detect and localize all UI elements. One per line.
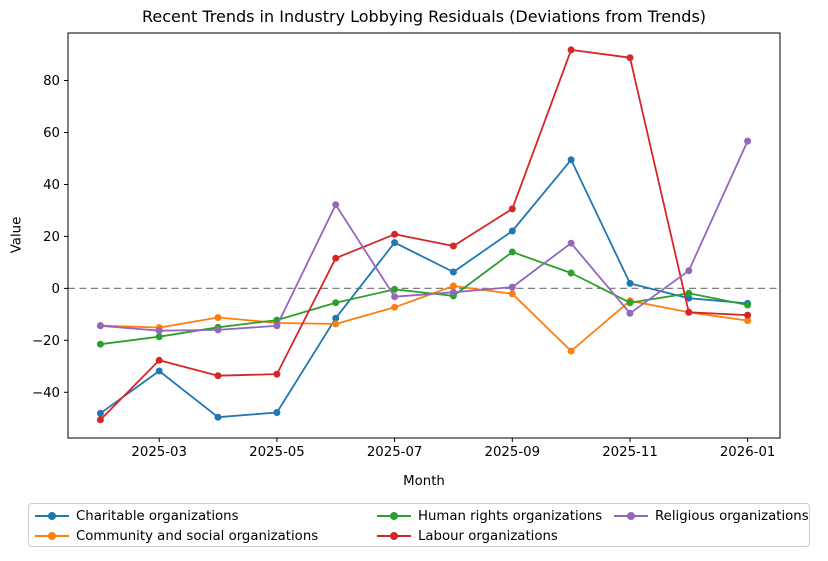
point-charitable-organizations — [273, 409, 281, 416]
legend-item-labour-organizations: Labour organizations — [377, 526, 614, 546]
legend-label: Human rights organizations — [418, 508, 603, 524]
point-human-rights-organizations — [155, 333, 163, 341]
point-charitable-organizations — [508, 227, 516, 235]
line-labour-organizations — [99, 49, 748, 421]
y-tick-label: 40 — [43, 178, 60, 193]
y-tick-label: 80 — [43, 74, 60, 89]
x-axis-label: Month — [403, 474, 445, 489]
y-tick-label: 60 — [43, 126, 60, 141]
chart-title: Recent Trends in Industry Lobbying Resid… — [141, 7, 707, 26]
legend-label: Community and social organizations — [76, 528, 319, 544]
legend-marker-icon — [614, 511, 648, 521]
point-religious-organizations — [155, 327, 163, 335]
point-community-and-social-organizations — [508, 290, 516, 298]
point-charitable-organizations — [214, 413, 222, 421]
point-human-rights-organizations — [508, 248, 516, 256]
point-religious-organizations — [332, 201, 340, 209]
point-human-rights-organizations — [567, 269, 575, 277]
point-religious-organizations — [449, 288, 457, 296]
point-labour-organizations — [214, 372, 222, 380]
point-labour-organizations — [744, 311, 752, 319]
point-labour-organizations — [273, 370, 281, 378]
point-community-and-social-organizations — [332, 320, 340, 328]
legend-marker-icon — [35, 531, 69, 541]
point-religious-organizations — [273, 322, 281, 330]
point-religious-organizations — [391, 293, 399, 301]
point-labour-organizations — [449, 242, 457, 250]
x-tick-label: 2025-11 — [602, 445, 658, 460]
point-labour-organizations — [685, 308, 693, 316]
legend-item-religious-organizations: Religious organizations — [614, 506, 809, 526]
point-charitable-organizations — [626, 279, 634, 287]
y-tick-label: 0 — [52, 282, 60, 297]
point-human-rights-organizations — [685, 289, 693, 297]
legend-label: Religious organizations — [655, 508, 809, 524]
point-religious-organizations — [744, 137, 752, 145]
legend-marker-icon — [35, 511, 69, 521]
point-human-rights-organizations — [391, 285, 399, 293]
legend-item-community-and-social-organizations: Community and social organizations — [35, 526, 377, 546]
x-tick-label: 2025-07 — [367, 445, 423, 460]
legend-item-human-rights-organizations: Human rights organizations — [377, 506, 614, 526]
point-labour-organizations — [567, 46, 575, 54]
x-tick-label: 2025-09 — [485, 445, 541, 460]
legend: Charitable organizations Community and so… — [28, 503, 810, 547]
point-charitable-organizations — [96, 409, 104, 417]
point-charitable-organizations — [155, 367, 163, 375]
point-labour-organizations — [508, 205, 516, 213]
point-charitable-organizations — [567, 156, 575, 164]
point-labour-organizations — [332, 254, 340, 262]
legend-marker-icon — [377, 531, 411, 541]
point-community-and-social-organizations — [391, 303, 399, 311]
point-religious-organizations — [567, 239, 575, 247]
point-community-and-social-organizations — [449, 282, 457, 290]
point-religious-organizations — [214, 326, 222, 334]
point-labour-organizations — [391, 230, 399, 238]
line-human-rights-organizations — [100, 251, 748, 346]
x-tick-label: 2025-05 — [249, 445, 305, 460]
point-human-rights-organizations — [626, 299, 634, 307]
y-tick-label: −40 — [32, 386, 60, 401]
point-labour-organizations — [96, 416, 104, 424]
y-tick-label: 20 — [43, 230, 60, 245]
line-religious-organizations — [100, 140, 749, 332]
legend-item-charitable-organizations: Charitable organizations — [35, 506, 377, 526]
point-community-and-social-organizations — [744, 317, 752, 325]
point-human-rights-organizations — [744, 301, 752, 309]
legend-label: Charitable organizations — [76, 508, 239, 524]
point-human-rights-organizations — [332, 299, 340, 307]
plot-border — [67, 32, 781, 439]
point-religious-organizations — [508, 283, 516, 291]
line-community-and-social-organizations — [100, 285, 748, 352]
y-tick-label: −20 — [32, 334, 60, 349]
point-religious-organizations — [685, 267, 693, 275]
point-labour-organizations — [626, 54, 634, 62]
point-religious-organizations — [96, 322, 104, 330]
line-charitable-organizations — [99, 158, 748, 419]
x-tick-label: 2026-01 — [720, 445, 776, 460]
point-charitable-organizations — [332, 314, 340, 322]
legend-marker-icon — [377, 511, 411, 521]
point-labour-organizations — [155, 356, 163, 364]
point-community-and-social-organizations — [214, 314, 222, 321]
point-human-rights-organizations — [96, 340, 104, 348]
point-charitable-organizations — [449, 268, 457, 276]
point-community-and-social-organizations — [567, 347, 575, 355]
x-tick-label: 2025-03 — [131, 445, 187, 460]
point-charitable-organizations — [685, 294, 693, 302]
point-charitable-organizations — [391, 239, 399, 247]
legend-label: Labour organizations — [418, 528, 558, 544]
point-religious-organizations — [626, 309, 634, 317]
